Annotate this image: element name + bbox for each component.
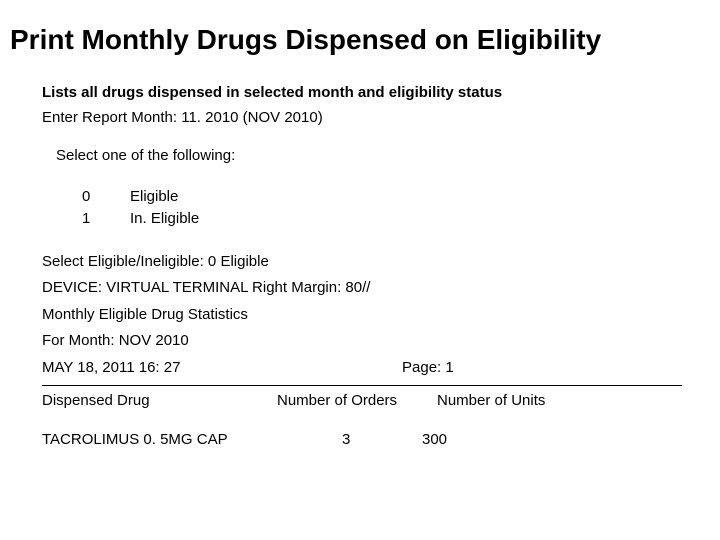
option-row: 0 Eligible (82, 186, 710, 209)
options-list: 0 Eligible 1 In. Eligible (42, 186, 710, 231)
selected-line: Select Eligible/Ineligible: 0 Eligible (42, 251, 710, 274)
page-title: Print Monthly Drugs Dispensed on Eligibi… (10, 24, 710, 56)
option-label: In. Eligible (130, 208, 199, 231)
run-date: MAY 18, 2011 16: 27 (42, 357, 402, 380)
option-code: 1 (82, 208, 130, 231)
table-header-row: Dispensed Drug Number of Orders Number o… (42, 390, 710, 413)
cell-drug: TACROLIMUS 0. 5MG CAP (42, 429, 342, 452)
column-header-units: Number of Units (437, 390, 577, 413)
cell-units: 300 (422, 429, 502, 452)
cell-orders: 3 (342, 429, 422, 452)
stats-title: Monthly Eligible Drug Statistics (42, 304, 710, 327)
separator-rule (42, 385, 682, 386)
column-header-orders: Number of Orders (277, 390, 437, 413)
select-prompt: Select one of the following: (42, 145, 710, 168)
option-label: Eligible (130, 186, 178, 209)
report-month-line: Enter Report Month: 11. 2010 (NOV 2010) (42, 107, 710, 130)
run-date-row: MAY 18, 2011 16: 27 Page: 1 (42, 357, 710, 380)
document-page: Print Monthly Drugs Dispensed on Eligibi… (0, 0, 720, 461)
content-block: Lists all drugs dispensed in selected mo… (10, 82, 710, 451)
option-code: 0 (82, 186, 130, 209)
option-row: 1 In. Eligible (82, 208, 710, 231)
device-line: DEVICE: VIRTUAL TERMINAL Right Margin: 8… (42, 277, 710, 300)
description-line: Lists all drugs dispensed in selected mo… (42, 82, 710, 105)
column-header-drug: Dispensed Drug (42, 390, 277, 413)
for-month-line: For Month: NOV 2010 (42, 330, 710, 353)
table-row: TACROLIMUS 0. 5MG CAP 3 300 (42, 429, 710, 452)
page-number: Page: 1 (402, 357, 502, 380)
